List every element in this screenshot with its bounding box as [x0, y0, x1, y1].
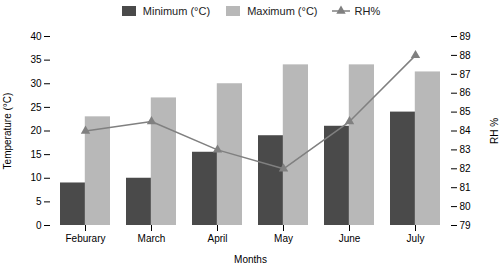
- svg-text:25: 25: [30, 102, 42, 113]
- svg-text:March: March: [138, 233, 166, 244]
- svg-text:5: 5: [36, 196, 42, 207]
- svg-text:RH %: RH %: [489, 118, 500, 144]
- svg-text:May: May: [274, 233, 293, 244]
- html-text:RH%: RH%: [354, 5, 381, 17]
- svg-text:82: 82: [460, 163, 472, 174]
- html-text:Maximum (°C): Maximum (°C): [247, 5, 318, 17]
- svg-text:15: 15: [30, 149, 42, 160]
- svg-text:84: 84: [460, 125, 472, 136]
- svg-text:83: 83: [460, 144, 472, 155]
- svg-text:81: 81: [460, 182, 472, 193]
- svg-text:87: 87: [460, 69, 472, 80]
- svg-text:89: 89: [460, 31, 472, 42]
- svg-text:July: July: [407, 233, 425, 244]
- svg-text:79: 79: [460, 220, 472, 231]
- svg-text:Feburary: Feburary: [65, 233, 105, 244]
- svg-text:0: 0: [36, 220, 42, 231]
- svg-text:20: 20: [30, 125, 42, 136]
- svg-text:Months: Months: [234, 254, 267, 265]
- svg-text:30: 30: [30, 78, 42, 89]
- svg-text:10: 10: [30, 172, 42, 183]
- svg-text:88: 88: [460, 50, 472, 61]
- svg-text:Temperature (°C): Temperature (°C): [2, 93, 13, 170]
- svg-text:80: 80: [460, 201, 472, 212]
- html-text:Minimum (°C): Minimum (°C): [142, 5, 211, 17]
- svg-text:April: April: [207, 233, 227, 244]
- svg-text:40: 40: [30, 31, 42, 42]
- svg-text:June: June: [339, 233, 361, 244]
- svg-text:86: 86: [460, 87, 472, 98]
- svg-text:85: 85: [460, 106, 472, 117]
- svg-text:35: 35: [30, 54, 42, 65]
